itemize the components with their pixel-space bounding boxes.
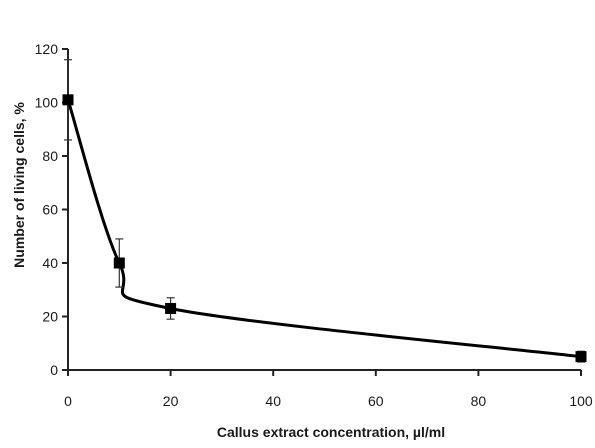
y-tick-label: 80: [42, 148, 58, 164]
y-tick-label: 60: [42, 202, 58, 218]
x-tick-label: 80: [471, 393, 487, 409]
series-line: [66, 99, 582, 359]
tick-labels: 0 20 40 60 80 100 120 0 20 40 60 80 100: [35, 41, 593, 409]
x-tick-label: 100: [569, 393, 593, 409]
x-tick-label: 40: [265, 393, 281, 409]
data-point-marker: [113, 257, 125, 269]
x-tick-label: 60: [368, 393, 384, 409]
y-axis-title: Number of living cells, %: [11, 102, 27, 268]
x-tick-label: 0: [64, 393, 72, 409]
y-tick-label: 120: [35, 41, 59, 57]
data-point-marker: [575, 351, 587, 363]
data-series: [62, 59, 587, 363]
x-axis-title: Callus extract concentration, µl/ml: [217, 424, 445, 440]
x-tick-label: 20: [163, 393, 179, 409]
data-point-marker: [165, 302, 177, 314]
axes: [62, 48, 582, 376]
y-tick-label: 40: [42, 255, 58, 271]
data-point-marker: [62, 94, 74, 106]
y-tick-label: 0: [50, 362, 58, 378]
y-tick-label: 100: [35, 95, 59, 111]
y-tick-label: 20: [42, 309, 58, 325]
